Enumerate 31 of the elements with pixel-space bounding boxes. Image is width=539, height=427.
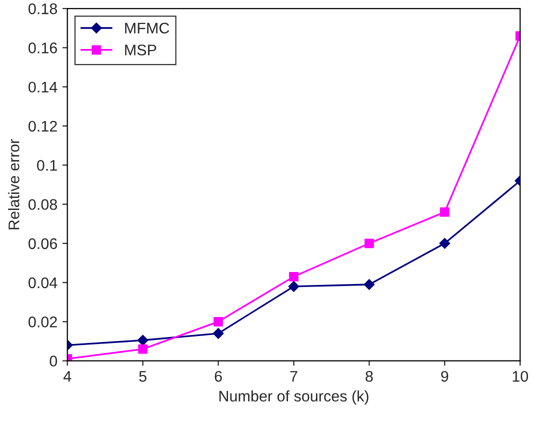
y-axis-title: Relative error	[8, 139, 20, 230]
x-tick-label: 5	[139, 371, 146, 382]
point	[214, 316, 223, 326]
point	[440, 207, 450, 217]
y-tick-label: 0.18	[28, 3, 57, 14]
point	[439, 238, 450, 249]
point	[288, 281, 300, 292]
point	[212, 328, 224, 339]
y-tick-label: 0.16	[28, 42, 57, 54]
x-axis-title: Number of sources (k)	[219, 390, 368, 405]
x-tick-label: 10	[512, 370, 528, 382]
point	[137, 334, 148, 346]
x-tick-label: 7	[290, 371, 298, 382]
x-tick-label: 9	[441, 370, 448, 382]
y-tick-label: 0.12	[28, 120, 57, 132]
point	[364, 279, 375, 290]
y-tick-label: 0.04	[28, 277, 58, 288]
x-tick-label: 8	[366, 370, 373, 382]
point	[138, 344, 148, 354]
y-tick-label: 0.1	[37, 160, 57, 171]
y-tick-label: 0.08	[28, 199, 57, 210]
y-tick-label: 0.02	[28, 316, 57, 328]
legend-label: MSP	[125, 44, 156, 56]
point	[289, 272, 298, 282]
x-tick-label: 4	[63, 371, 72, 382]
y-tick-label: 0	[50, 356, 58, 366]
y-tick-label: 0.14	[28, 82, 58, 93]
y-tick-label: 0.06	[28, 238, 57, 250]
x-tick-label: 6	[214, 370, 222, 382]
legend-label: MFMC	[125, 22, 170, 34]
point	[364, 238, 374, 248]
